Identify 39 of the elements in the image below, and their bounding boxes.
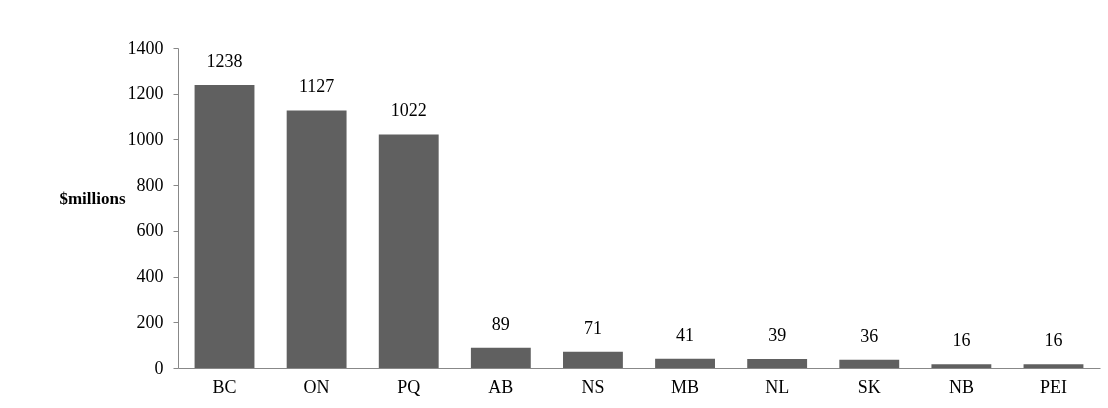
x-tick-label: PQ: [397, 376, 421, 397]
data-label: 41: [676, 324, 695, 345]
x-tick-label: MB: [671, 376, 700, 397]
data-label: 1127: [298, 76, 335, 97]
bar: [378, 134, 439, 368]
x-tick-label: NL: [765, 376, 790, 397]
y-axis-title: $millions: [59, 188, 126, 208]
data-label: 36: [860, 325, 879, 346]
data-label: 1238: [206, 51, 243, 72]
bar: [194, 85, 255, 368]
bar: [655, 358, 715, 368]
x-tick-label: NB: [948, 376, 974, 397]
bar: [470, 347, 531, 368]
data-label: 16: [952, 330, 971, 351]
y-tick-label: 400: [136, 266, 164, 287]
y-tick-label: 0: [154, 357, 164, 378]
bar: [286, 110, 347, 368]
x-tick-label: SK: [857, 376, 881, 397]
bar: [839, 359, 900, 368]
y-tick-label: 1000: [127, 128, 164, 149]
bar: [747, 359, 808, 368]
y-tick-label: 200: [136, 311, 164, 332]
data-label: 71: [583, 317, 602, 338]
y-tick-label: 800: [136, 174, 164, 195]
y-tick-label: 600: [136, 220, 164, 241]
data-label: 1022: [390, 100, 427, 121]
bar: [563, 351, 623, 368]
data-label: 16: [1044, 330, 1063, 351]
x-tick-label: AB: [488, 376, 514, 397]
y-tick-label: 1200: [127, 83, 164, 104]
x-tick-label: BC: [212, 376, 237, 397]
x-tick-label: NS: [581, 376, 605, 397]
bar: [1023, 364, 1084, 368]
data-label: 39: [768, 325, 787, 346]
x-tick-label: ON: [303, 376, 330, 397]
bar: [931, 364, 992, 368]
x-tick-label: PEI: [1039, 376, 1067, 397]
data-label: 89: [491, 313, 510, 334]
y-tick-label: 1400: [127, 37, 164, 58]
